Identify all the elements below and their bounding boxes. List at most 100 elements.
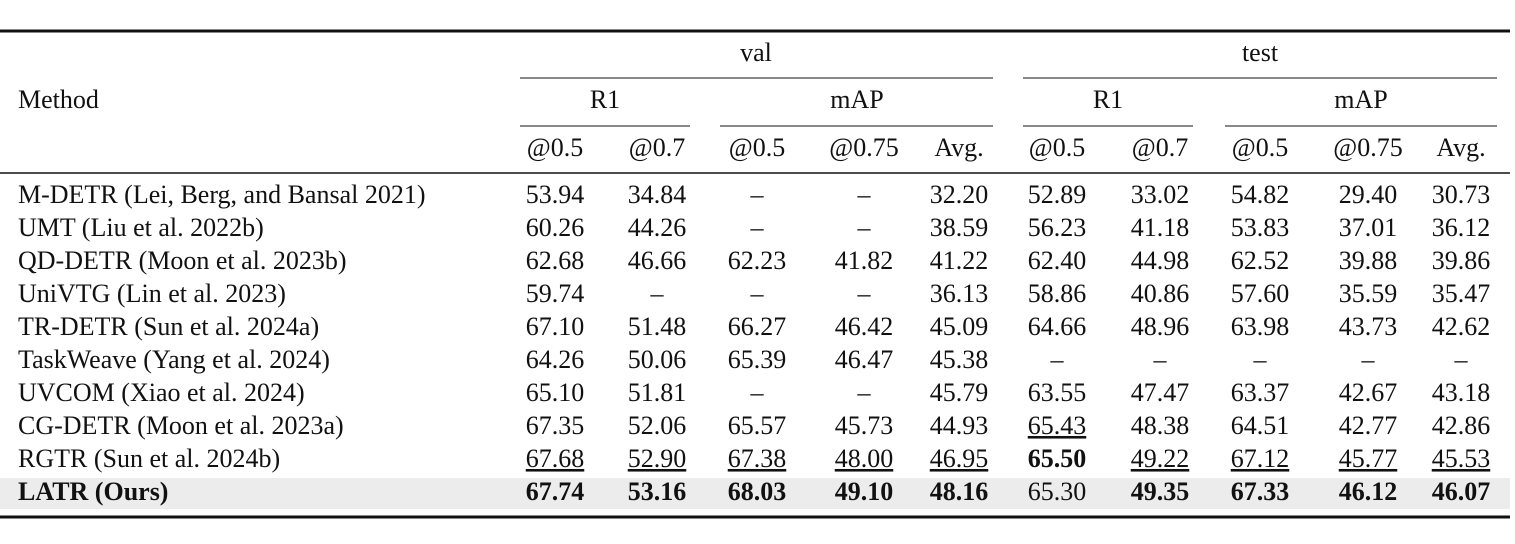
- cell: 45.73: [835, 411, 894, 440]
- subgroup-header: R1: [590, 85, 620, 114]
- cell: 30.73: [1432, 180, 1491, 209]
- cell: 44.26: [628, 213, 687, 242]
- cell: 35.47: [1432, 279, 1491, 308]
- cell: 68.03: [728, 477, 787, 506]
- cell: 64.26: [526, 345, 585, 374]
- cell: 67.35: [526, 411, 585, 440]
- cell: 45.53: [1432, 444, 1491, 473]
- cell: 46.42: [835, 312, 894, 341]
- cell: 52.89: [1028, 180, 1087, 209]
- column-header: @0.5: [1232, 133, 1288, 162]
- method-name: M-DETR (Lei, Berg, and Bansal 2021): [18, 180, 426, 209]
- cell: 67.74: [526, 477, 585, 506]
- method-name: TR-DETR (Sun et al. 2024a): [18, 312, 319, 341]
- cell: 59.74: [526, 279, 585, 308]
- cell: 67.12: [1231, 444, 1290, 473]
- cell: 67.33: [1231, 477, 1290, 506]
- cell: 48.38: [1131, 411, 1190, 440]
- cell: 48.96: [1131, 312, 1190, 341]
- cell: 29.40: [1339, 180, 1398, 209]
- cell: 49.35: [1131, 477, 1190, 506]
- cell: –: [750, 279, 765, 308]
- cell: 62.68: [526, 246, 585, 275]
- cell: 42.86: [1432, 411, 1491, 440]
- subgroup-header: R1: [1093, 85, 1123, 114]
- cell: 41.22: [930, 246, 989, 275]
- cell: –: [1361, 345, 1376, 374]
- cell: 65.50: [1028, 444, 1087, 473]
- cell: 53.16: [628, 477, 687, 506]
- column-header: @0.5: [1029, 133, 1085, 162]
- cell: 51.48: [628, 312, 687, 341]
- cell: 67.38: [728, 444, 787, 473]
- cell: 63.98: [1231, 312, 1290, 341]
- method-name: UVCOM (Xiao et al. 2024): [18, 378, 305, 407]
- cell: 39.88: [1339, 246, 1398, 275]
- cell: 66.27: [728, 312, 787, 341]
- cell: 45.09: [930, 312, 989, 341]
- cell: 45.38: [930, 345, 989, 374]
- method-name: RGTR (Sun et al. 2024b): [18, 444, 280, 473]
- cell: 50.06: [628, 345, 687, 374]
- cell: 49.22: [1131, 444, 1190, 473]
- cell: –: [857, 378, 872, 407]
- column-header: @0.7: [629, 133, 685, 162]
- cell: 37.01: [1339, 213, 1398, 242]
- cell: 63.37: [1231, 378, 1290, 407]
- cell: –: [750, 378, 765, 407]
- cell: 46.66: [628, 246, 687, 275]
- method-name: UniVTG (Lin et al. 2023): [18, 279, 286, 308]
- column-header: Avg.: [1436, 133, 1485, 162]
- group-header: test: [1242, 38, 1279, 67]
- subgroup-header: mAP: [1334, 85, 1387, 114]
- cell: 65.10: [526, 378, 585, 407]
- cell: 38.59: [930, 213, 989, 242]
- cell: 44.93: [930, 411, 989, 440]
- column-header: Avg.: [934, 133, 983, 162]
- cell: 42.67: [1339, 378, 1398, 407]
- cell: 48.00: [835, 444, 894, 473]
- cell: 60.26: [526, 213, 585, 242]
- cell: 53.83: [1231, 213, 1290, 242]
- cell: 62.52: [1231, 246, 1290, 275]
- cell: –: [650, 279, 665, 308]
- cell: 42.62: [1432, 312, 1491, 341]
- cell: 36.13: [930, 279, 989, 308]
- cell: 40.86: [1131, 279, 1190, 308]
- cell: 39.86: [1432, 246, 1491, 275]
- subgroup-header: mAP: [830, 85, 883, 114]
- cell: 65.30: [1028, 477, 1087, 506]
- cell: 41.18: [1131, 213, 1190, 242]
- cell: –: [857, 279, 872, 308]
- cell: –: [750, 213, 765, 242]
- cell: 46.07: [1432, 477, 1491, 506]
- cell: 54.82: [1231, 180, 1290, 209]
- cell: 63.55: [1028, 378, 1087, 407]
- cell: 33.02: [1131, 180, 1190, 209]
- cell: –: [1454, 345, 1469, 374]
- column-header: @0.7: [1132, 133, 1188, 162]
- cell: 35.59: [1339, 279, 1398, 308]
- cell: 67.10: [526, 312, 585, 341]
- method-header: Method: [18, 85, 99, 114]
- cell: –: [857, 180, 872, 209]
- cell: –: [750, 180, 765, 209]
- cell: 56.23: [1028, 213, 1087, 242]
- cell: 41.82: [835, 246, 894, 275]
- cell: 65.39: [728, 345, 787, 374]
- highlight-row: [0, 478, 1510, 509]
- cell: 47.47: [1131, 378, 1190, 407]
- cell: 42.77: [1339, 411, 1398, 440]
- cell: 43.73: [1339, 312, 1398, 341]
- method-name: QD-DETR (Moon et al. 2023b): [18, 246, 347, 275]
- cell: 48.16: [930, 477, 989, 506]
- cell: 45.79: [930, 378, 989, 407]
- column-header: @0.5: [527, 133, 583, 162]
- cell: 65.57: [728, 411, 787, 440]
- cell: –: [1253, 345, 1268, 374]
- column-header: @0.75: [829, 133, 898, 162]
- cell: 46.12: [1339, 477, 1398, 506]
- cell: 65.43: [1028, 411, 1087, 440]
- cell: –: [857, 213, 872, 242]
